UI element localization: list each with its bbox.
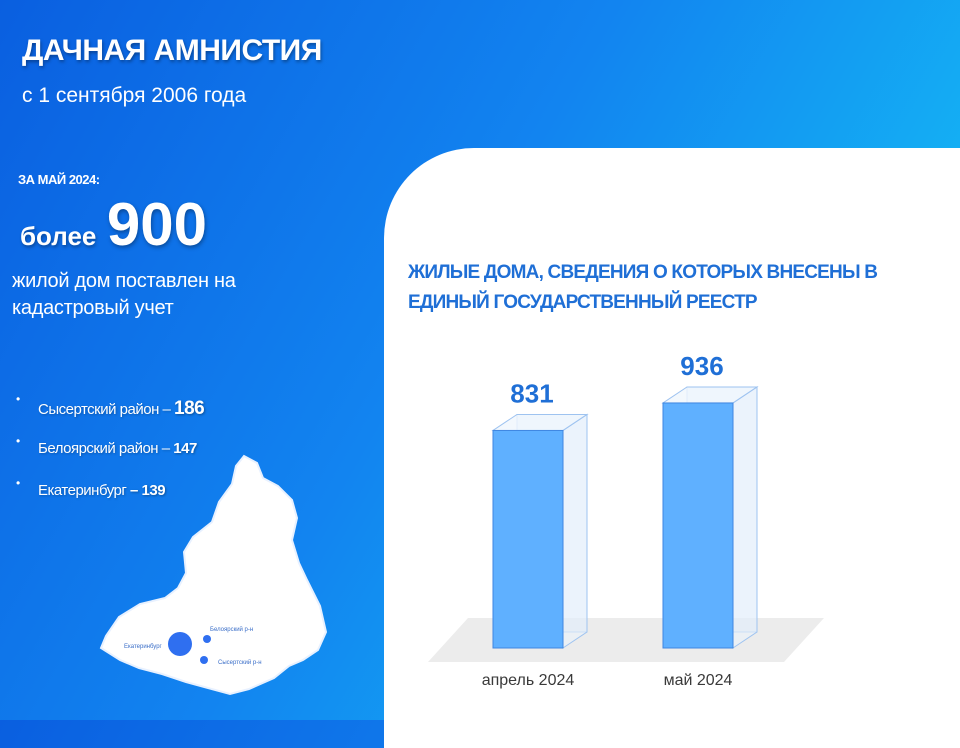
page-title: ДАЧНАЯ АМНИСТИЯ [22,34,322,67]
headline-number: 900 [106,191,207,258]
district-list: Сысертский район – 186 Белоярский район … [14,392,205,524]
chart-floor [428,618,824,662]
bar [662,402,734,649]
district-item: Екатеринбург – 139 [14,476,204,524]
period-label: ЗА МАЙ 2024: [18,172,100,187]
bar-value-label: 831 [510,378,553,408]
bar-side-face [562,413,588,649]
map-label-sysertsky: Сысертский р-н [218,659,262,666]
district-value: 186 [174,398,205,419]
district-item: Сысертский район – 186 [14,392,205,440]
bar-value-label: 936 [680,351,723,381]
region-map: Екатеринбург Белоярский р-н Сысертский р… [99,454,328,696]
bar-category-label: май 2024 [664,672,733,689]
beloyarsky-dot [203,635,211,643]
ekaterinburg-dot [168,632,192,656]
headline-stat: более 900 [20,190,207,259]
district-name: Екатеринбург [38,482,131,499]
bar-chart: 831 апрель 2024 936 май 2024 [428,351,824,689]
bar [492,429,564,649]
district-value: 147 [173,440,197,457]
district-value: – 139 [130,482,166,499]
headline-prefix: более [20,221,97,251]
bar-category-label: апрель 2024 [482,672,575,689]
bar-side-face [732,386,758,649]
sysertsky-dot [200,656,208,664]
region-shape [99,454,328,696]
district-name: Сысертский район – [38,401,175,418]
map-label-ekaterinburg: Екатеринбург [124,644,163,650]
map-label-beloyarsky: Белоярский р-н [210,626,253,633]
district-item: Белоярский район – 147 [14,434,204,482]
headline-description: жилой дом поставлен на кадастровый учет [12,270,236,319]
chart-title: ЖИЛЫЕ ДОМА, СВЕДЕНИЯ О КОТОРЫХ ВНЕСЕНЫ В… [408,262,878,313]
page-subtitle: с 1 сентября 2006 года [22,84,247,107]
district-name: Белоярский район – [38,440,174,457]
